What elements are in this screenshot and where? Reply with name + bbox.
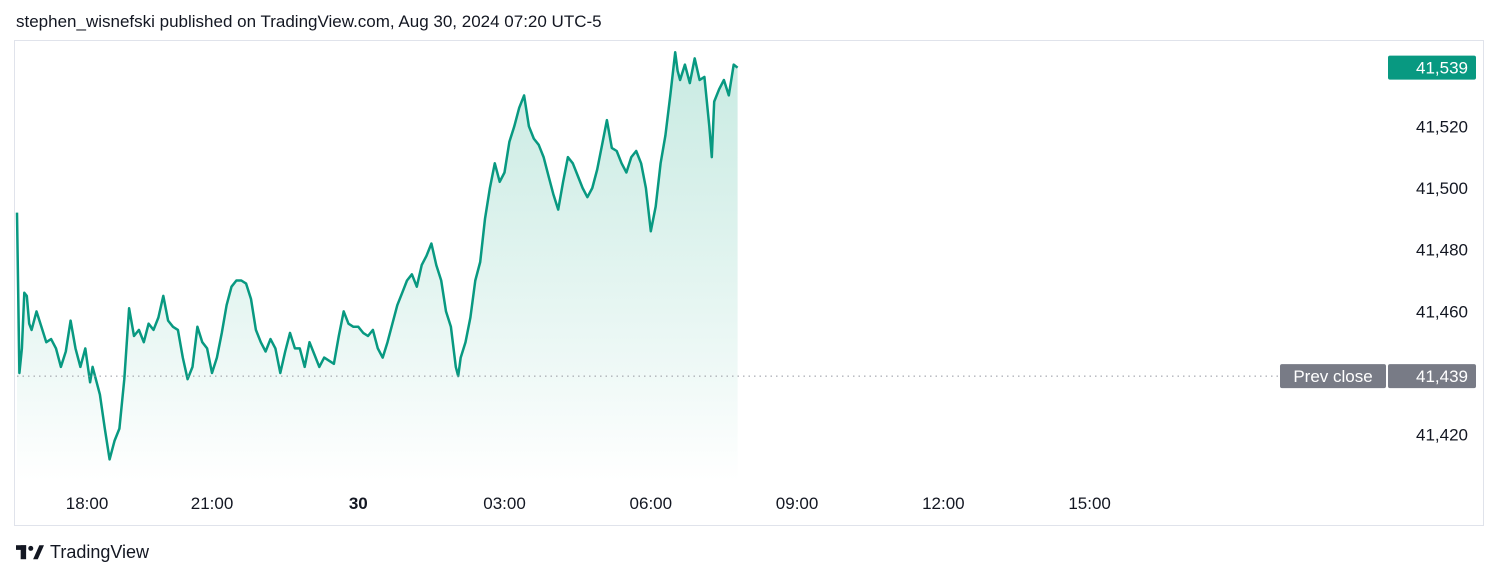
prev-close-tag bbox=[1280, 364, 1386, 389]
chart-panel[interactable]: 41,420 41,460 41,480 41,500 41,520 18:00 21:0… bbox=[14, 40, 1484, 526]
footer-brand-label: TradingView bbox=[50, 542, 150, 562]
x-tick-label: 18:00 bbox=[66, 494, 109, 513]
y-tick-label: 41,480 bbox=[1416, 241, 1468, 260]
y-tick-label: 41,420 bbox=[1416, 426, 1468, 445]
x-tick-label: 30 bbox=[349, 494, 368, 513]
x-tick-label: 12:00 bbox=[922, 494, 965, 513]
y-tick-label: 41,500 bbox=[1416, 179, 1468, 198]
y-tick-label: 41,460 bbox=[1416, 302, 1468, 321]
prev-close-label: Prev close bbox=[1293, 367, 1372, 386]
x-tick-label: 15:00 bbox=[1068, 494, 1111, 513]
last-price-label: 41,539 bbox=[1416, 59, 1468, 78]
price-line[interactable] bbox=[15, 51, 739, 461]
tradingview-logo-icon bbox=[16, 544, 44, 559]
x-tick-label: 03:00 bbox=[483, 494, 526, 513]
footer-brand: TradingView bbox=[16, 542, 149, 563]
price-chart[interactable]: 41,420 41,460 41,480 41,500 41,520 18:00 21:0… bbox=[15, 41, 1485, 527]
prev-close-value: 41,439 bbox=[1416, 367, 1468, 386]
x-tick-label: 21:00 bbox=[191, 494, 234, 513]
price-area-fill bbox=[17, 52, 738, 482]
x-tick-label: 06:00 bbox=[630, 494, 673, 513]
x-tick-label: 09:00 bbox=[776, 494, 819, 513]
last-price-badge bbox=[1388, 55, 1476, 80]
publish-caption: stephen_wisnefski published on TradingVi… bbox=[16, 12, 602, 31]
prev-close-value-badge bbox=[1388, 364, 1476, 389]
y-tick-label: 41,520 bbox=[1416, 117, 1468, 136]
